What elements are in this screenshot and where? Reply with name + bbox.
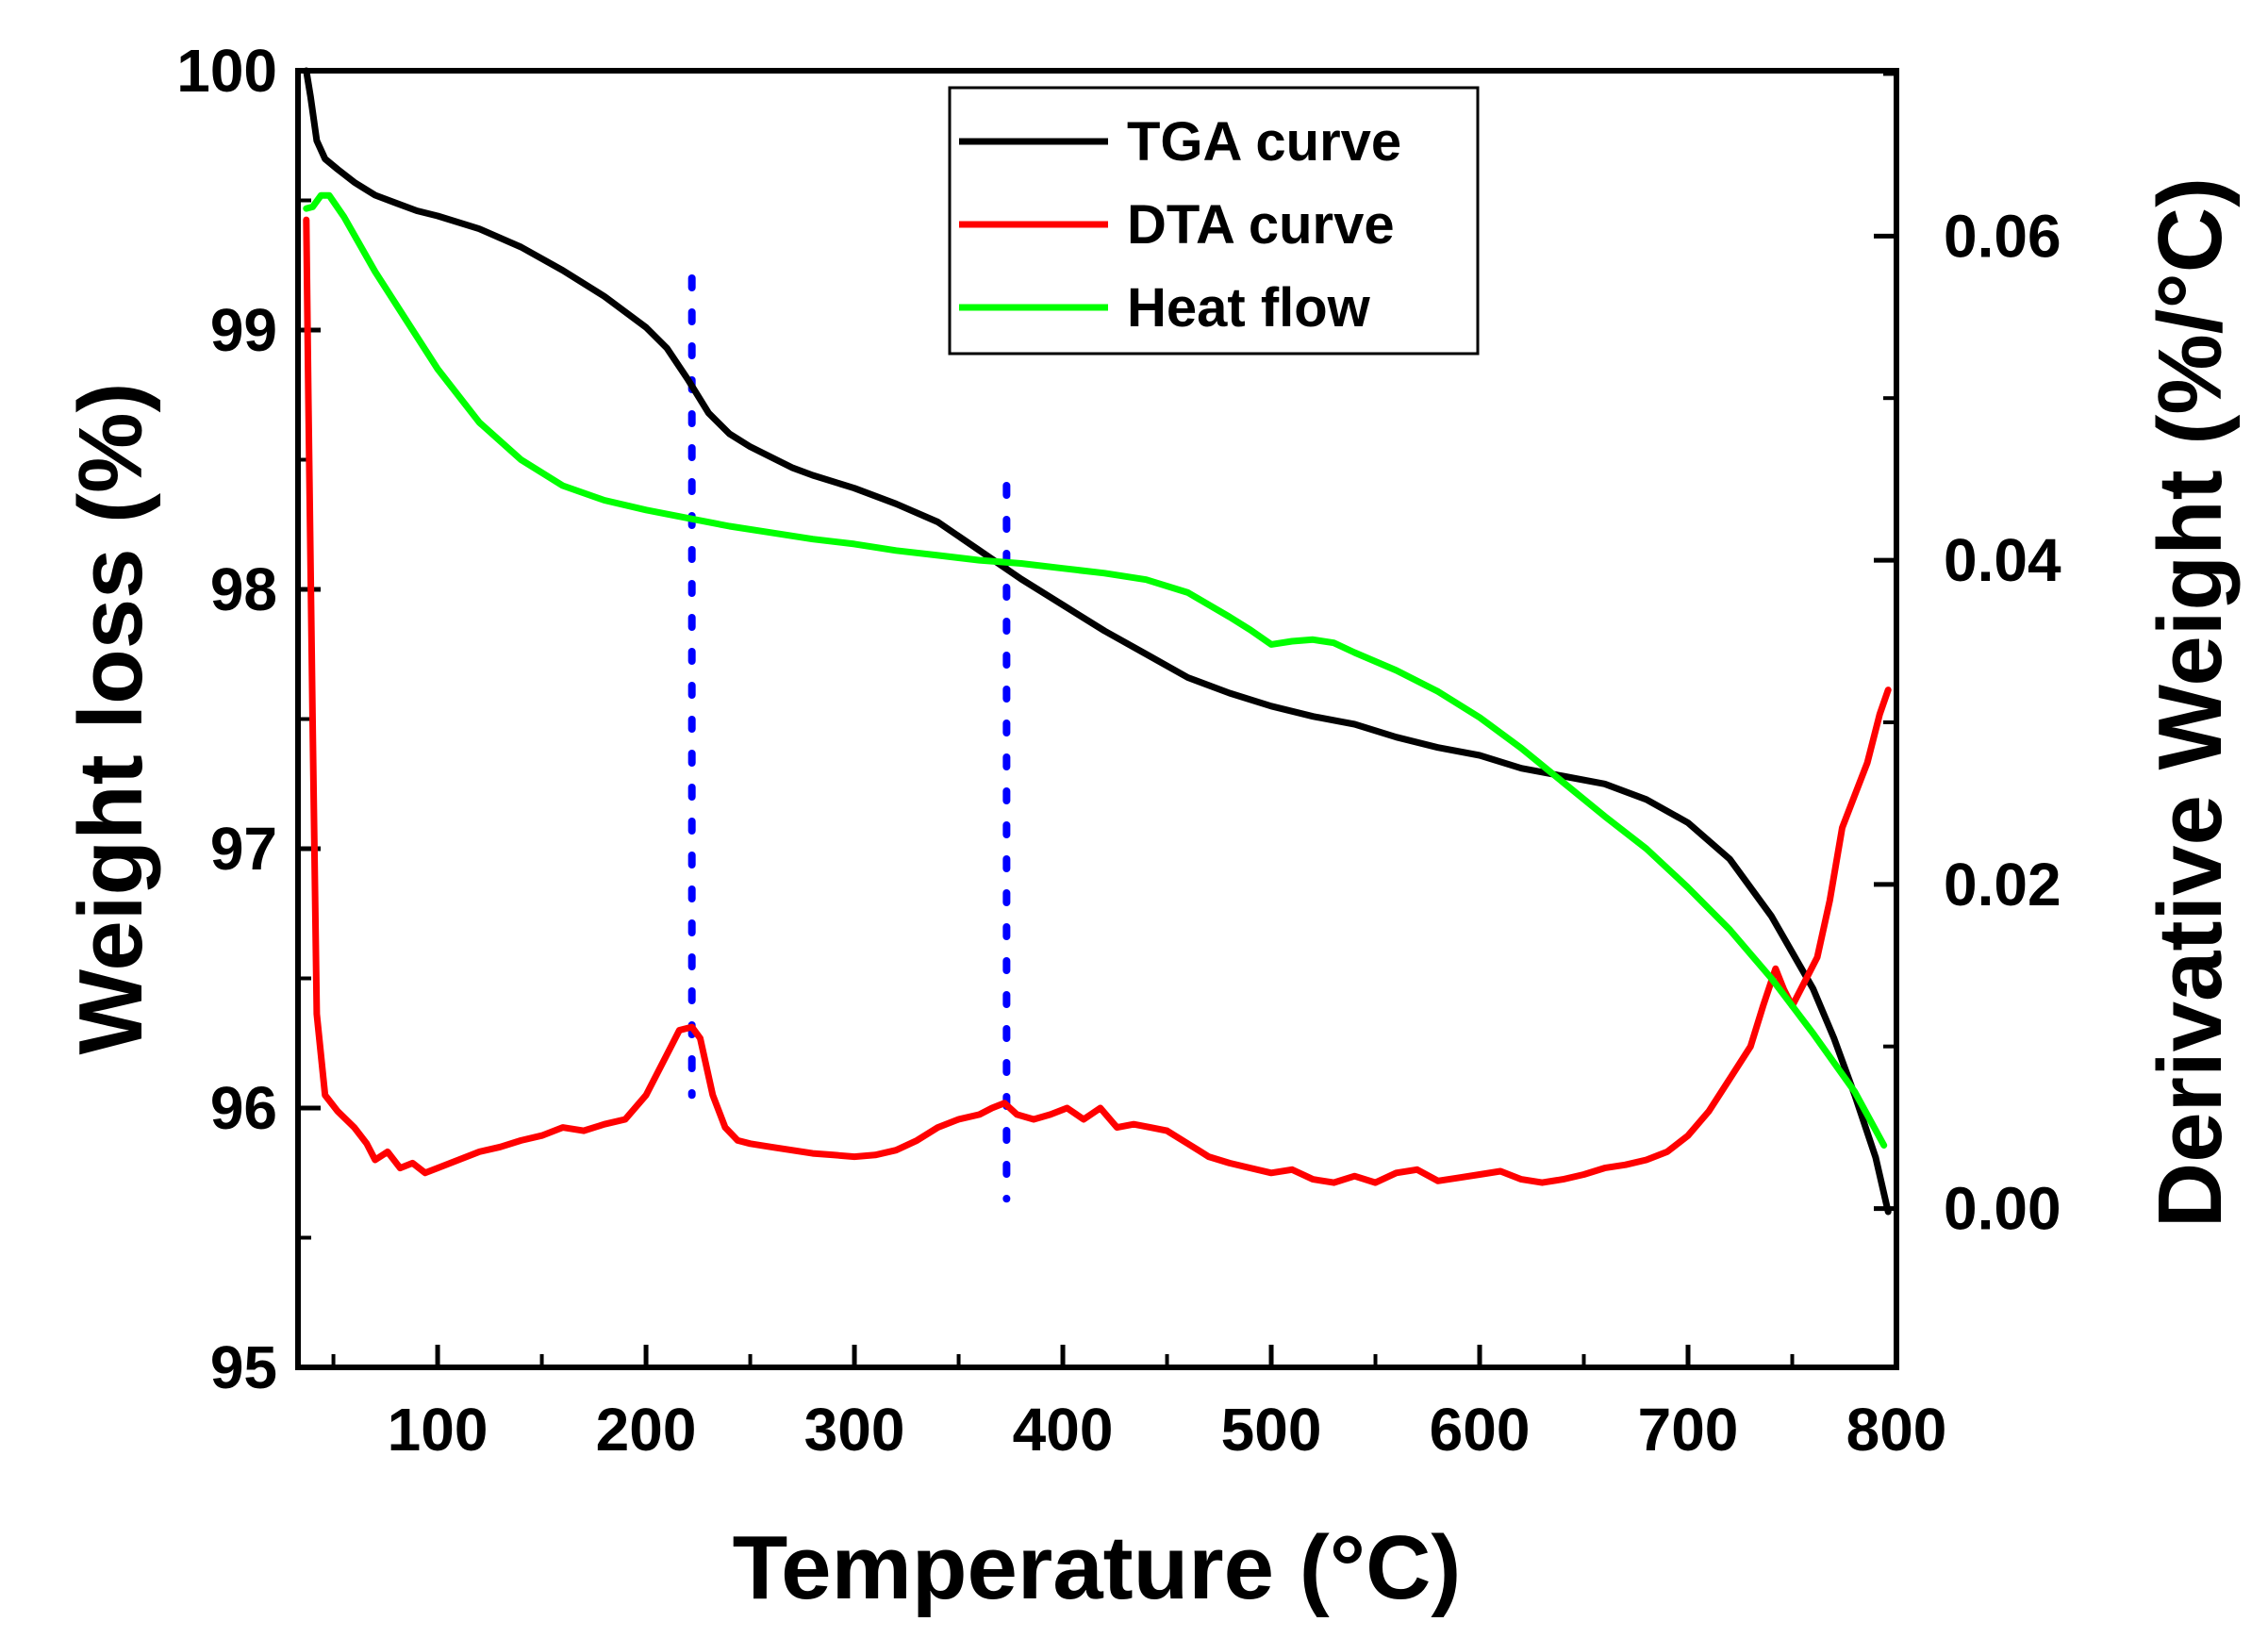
x-tick-labels: 100 200 300 400 500 600 700 800 [388, 1396, 1947, 1464]
tga-curve-line [303, 67, 1892, 1216]
x-tick-label: 300 [804, 1396, 905, 1464]
y-left-tick-label: 95 [210, 1333, 277, 1401]
x-tick-label: 800 [1846, 1396, 1947, 1464]
x-tick-label: 200 [596, 1396, 697, 1464]
x-axis-title: Temperature (°C) [733, 1517, 1462, 1618]
y-right-tick-label: 0.02 [1944, 851, 2061, 918]
y-left-tick-label: 97 [210, 815, 277, 883]
x-tick-label: 100 [388, 1396, 488, 1464]
y-right-tick-label: 0.00 [1944, 1175, 2061, 1243]
x-tick-label: 700 [1638, 1396, 1739, 1464]
y-right-tick-label: 0.06 [1944, 202, 2061, 270]
y-right-tick-labels: 0.00 0.02 0.04 0.06 [1944, 202, 2061, 1242]
annotation-lines [687, 274, 1011, 1203]
y-left-axis-title: Weight loss (%) [60, 383, 161, 1055]
x-tick-label: 600 [1430, 1396, 1531, 1464]
y-left-tick-labels: 95 96 97 98 99 100 [176, 37, 277, 1401]
y-left-tick-label: 99 [210, 296, 277, 364]
y-left-tick-label: 96 [210, 1074, 277, 1142]
legend-label-heat-flow: Heat flow [1127, 277, 1371, 339]
dta-curve-line [303, 216, 1892, 1186]
x-tick-label: 500 [1221, 1396, 1322, 1464]
heat-flow-line [303, 191, 1888, 1149]
x-tick-label: 400 [1013, 1396, 1114, 1464]
y-left-tick-label: 100 [176, 37, 277, 105]
y-right-axis-title: Derivative Weight (%/°C) [2140, 177, 2241, 1228]
legend-label-dta: DTA curve [1127, 194, 1395, 256]
y-left-tick-label: 98 [210, 555, 277, 623]
legend: TGA curve DTA curve Heat flow [948, 86, 1480, 356]
series-lines [303, 67, 1892, 1216]
y-right-tick-label: 0.04 [1944, 526, 2061, 594]
legend-label-tga: TGA curve [1127, 111, 1401, 173]
